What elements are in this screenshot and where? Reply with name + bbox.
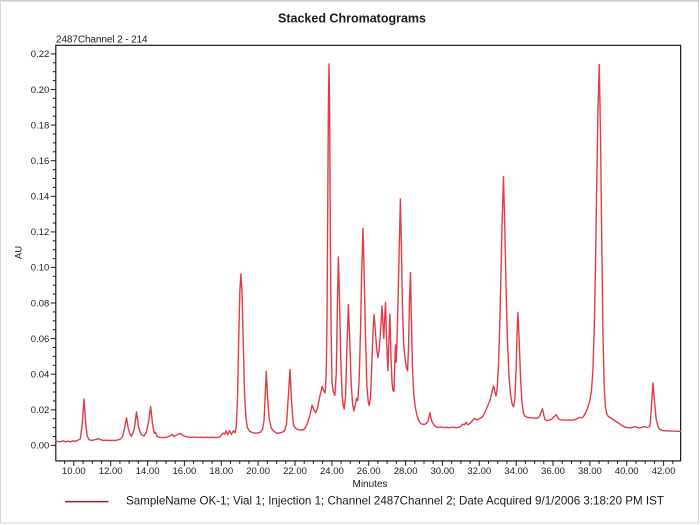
svg-text:34.00: 34.00	[504, 466, 528, 477]
svg-text:24.00: 24.00	[320, 466, 344, 477]
svg-text:38.00: 38.00	[578, 466, 602, 477]
svg-text:0.00: 0.00	[31, 441, 50, 452]
svg-text:Stacked Chromatograms: Stacked Chromatograms	[278, 12, 426, 26]
svg-text:10.00: 10.00	[62, 466, 86, 477]
svg-text:28.00: 28.00	[394, 466, 418, 477]
svg-text:0.16: 0.16	[31, 156, 50, 167]
svg-text:32.00: 32.00	[467, 466, 491, 477]
svg-text:20.00: 20.00	[246, 466, 270, 477]
svg-text:0.12: 0.12	[31, 227, 50, 238]
svg-text:42.00: 42.00	[652, 466, 676, 477]
svg-text:SampleName OK-1; Vial 1; Injec: SampleName OK-1; Vial 1; Injection 1; Ch…	[126, 495, 664, 508]
svg-text:0.08: 0.08	[31, 298, 50, 309]
svg-text:16.00: 16.00	[173, 466, 197, 477]
svg-text:2487Channel 2 - 214: 2487Channel 2 - 214	[56, 35, 148, 46]
svg-text:0.22: 0.22	[31, 49, 50, 60]
svg-text:0.18: 0.18	[31, 120, 50, 131]
svg-text:Minutes: Minutes	[352, 479, 387, 490]
svg-text:0.06: 0.06	[31, 334, 50, 345]
svg-text:22.00: 22.00	[283, 466, 307, 477]
svg-text:14.00: 14.00	[136, 466, 160, 477]
svg-text:0.14: 0.14	[31, 192, 50, 203]
svg-text:0.02: 0.02	[31, 405, 50, 416]
svg-text:12.00: 12.00	[99, 466, 123, 477]
svg-text:0.20: 0.20	[31, 85, 50, 96]
svg-text:0.04: 0.04	[31, 370, 50, 381]
svg-text:18.00: 18.00	[209, 466, 233, 477]
svg-text:AU: AU	[14, 246, 25, 259]
svg-text:40.00: 40.00	[615, 466, 639, 477]
svg-text:30.00: 30.00	[431, 466, 455, 477]
svg-text:0.10: 0.10	[31, 263, 50, 274]
svg-text:26.00: 26.00	[357, 466, 381, 477]
svg-text:36.00: 36.00	[541, 466, 565, 477]
